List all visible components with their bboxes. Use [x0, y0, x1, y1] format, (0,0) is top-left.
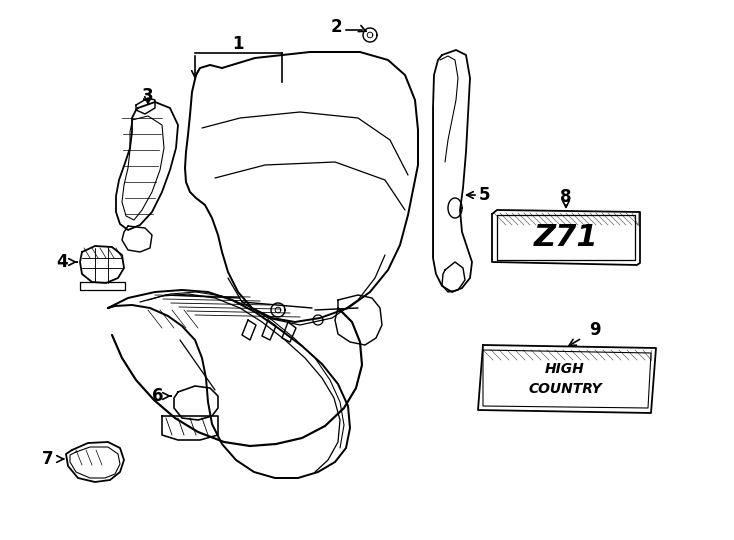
Text: 9: 9 — [589, 321, 601, 339]
Text: 2: 2 — [330, 18, 342, 36]
Text: 5: 5 — [479, 186, 491, 204]
Text: COUNTRY: COUNTRY — [528, 382, 602, 396]
Text: 6: 6 — [152, 387, 164, 405]
Text: HIGH: HIGH — [545, 362, 585, 376]
Text: 3: 3 — [142, 87, 154, 105]
Text: 7: 7 — [42, 450, 54, 468]
Text: Z71: Z71 — [534, 223, 598, 252]
Text: 1: 1 — [232, 35, 244, 53]
Text: 4: 4 — [57, 253, 68, 271]
Text: 8: 8 — [560, 188, 572, 206]
